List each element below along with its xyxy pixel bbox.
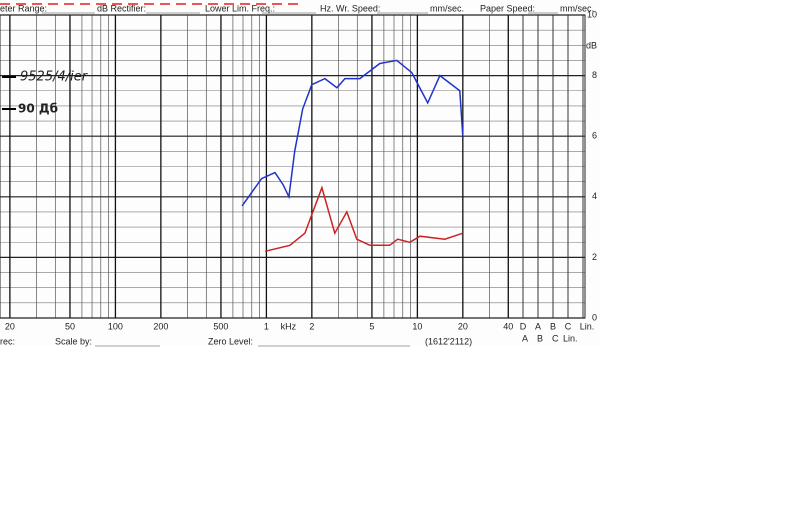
handwritten-note: 90 Дб <box>18 102 58 116</box>
y-tick-label: 2 <box>592 252 597 262</box>
x-tick-label: 500 <box>213 321 228 331</box>
x-tick-label: 50 <box>65 321 75 331</box>
x-tick-label: 5 <box>369 321 374 331</box>
weighting-label: A <box>535 321 541 331</box>
weighting-label: Lin. <box>580 321 595 331</box>
form-label: A <box>522 333 528 343</box>
weighting-label: B <box>550 321 556 331</box>
x-tick-label: 200 <box>153 321 168 331</box>
x-tick-label: 1 <box>264 321 269 331</box>
form-label: Hz. Wr. Speed: <box>320 3 380 13</box>
form-label: Zero Level: <box>208 336 253 346</box>
form-label: rec: <box>0 336 15 346</box>
x-tick-label: 20 <box>458 321 468 331</box>
form-label: mm/sec. <box>430 3 464 13</box>
form-label: B <box>537 333 543 343</box>
form-label: Scale by: <box>55 336 92 346</box>
y-tick-label: 10 <box>587 9 597 19</box>
form-label: (1612'2112) <box>425 336 472 346</box>
grid <box>0 12 586 347</box>
form-label: eter Range: <box>0 3 47 13</box>
plot <box>241 59 464 253</box>
form-label: Lower Lim. Freq.: <box>205 3 275 13</box>
plot-frame <box>0 14 586 319</box>
form-label: mm/sec. <box>560 3 594 13</box>
x-tick-label: 2 <box>309 321 314 331</box>
x-tick-label: 100 <box>108 321 123 331</box>
form-label: dB Rectifier: <box>97 3 146 13</box>
form-label: Lin. <box>563 333 578 343</box>
y-unit-label: dB <box>586 40 597 50</box>
form-label: C <box>552 333 559 343</box>
y-tick-label: 8 <box>592 70 597 80</box>
form-label: Paper Speed: <box>480 3 535 13</box>
x-tick-label: 10 <box>412 321 422 331</box>
y-tick-label: 4 <box>592 191 597 201</box>
paper <box>0 0 600 346</box>
series-line <box>264 185 464 253</box>
y-tick-label: 6 <box>592 131 597 141</box>
y-tick-label: 0 <box>592 312 597 322</box>
x-unit-label: kHz <box>281 321 297 331</box>
handwritten-note: 9525/4/ier <box>20 70 89 85</box>
weighting-label: C <box>565 321 572 331</box>
series-line <box>241 59 464 207</box>
weighting-label: D <box>520 321 527 331</box>
x-tick-label: 20 <box>5 321 15 331</box>
x-tick-label: 40 <box>503 321 513 331</box>
